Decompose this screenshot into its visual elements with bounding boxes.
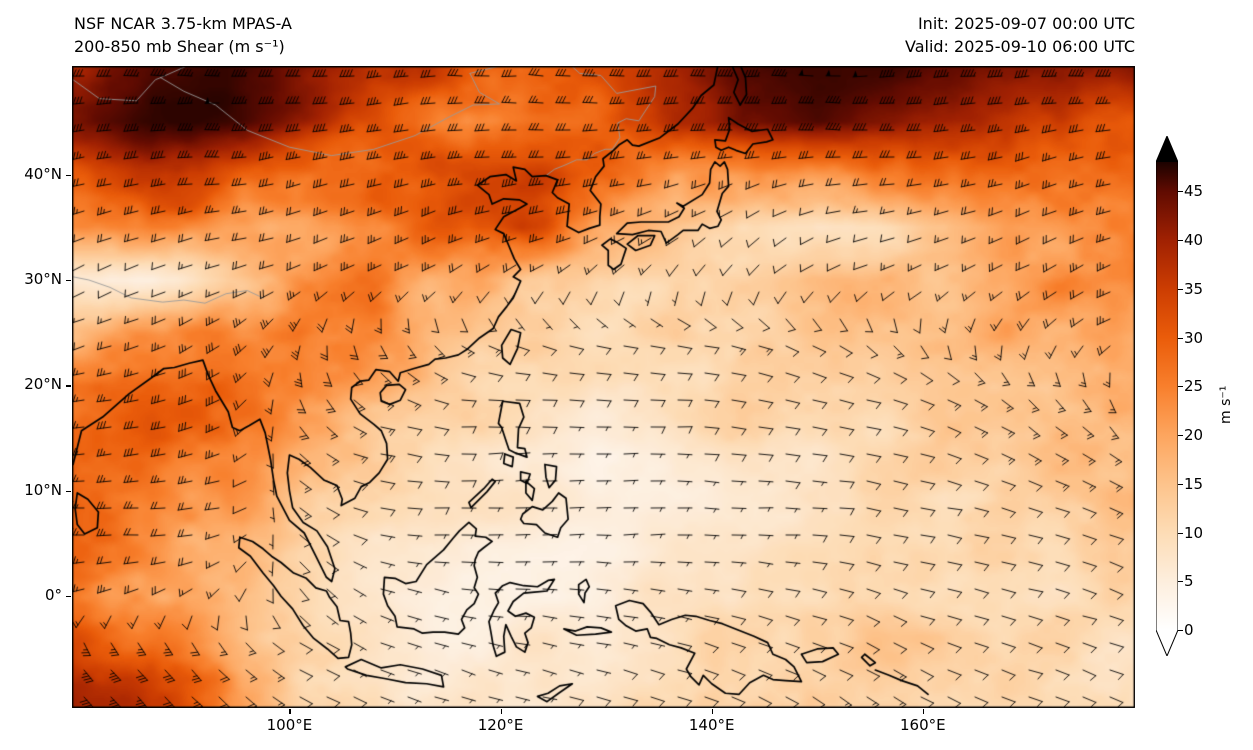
colorbar-tick-mark — [1178, 337, 1183, 339]
colorbar-tick-label: 30 — [1184, 328, 1204, 347]
colorbar-tick-mark — [1178, 483, 1183, 485]
x-tick-label: 100°E — [266, 716, 313, 734]
colorbar-tick-label: 45 — [1184, 182, 1204, 201]
colorbar-tick-label: 35 — [1184, 279, 1204, 298]
colorbar-tick-mark — [1178, 630, 1183, 632]
colorbar-label: m s⁻¹ — [1218, 385, 1234, 424]
y-tick-label: 30°N — [24, 270, 62, 288]
colorbar-tick-label: 15 — [1184, 474, 1204, 493]
colorbar-tick-mark — [1178, 191, 1183, 193]
colorbar-tick-label: 25 — [1184, 377, 1204, 396]
colorbar-tick-label: 20 — [1184, 426, 1204, 444]
x-tick-label: 140°E — [688, 716, 735, 734]
colorbar — [1156, 136, 1178, 656]
y-tick-label: 10°N — [24, 480, 62, 499]
colorbar-tick-mark — [1178, 386, 1183, 388]
y-tick-mark — [66, 174, 71, 176]
plot-title: NSF NCAR 3.75-km MPAS-A 200-850 mb Shear… — [74, 12, 292, 58]
colorbar-tick-label: 0 — [1184, 621, 1194, 639]
colorbar-tick-label: 5 — [1184, 572, 1194, 591]
y-tick-mark — [66, 385, 71, 387]
time-stamps: Init: 2025-09-07 00:00 UTC Valid: 2025-0… — [905, 12, 1135, 58]
model-title: NSF NCAR 3.75-km MPAS-A — [74, 14, 292, 33]
x-tick-label: 160°E — [900, 716, 946, 734]
valid-time: Valid: 2025-09-10 06:00 UTC — [904, 37, 1135, 56]
x-tick-mark — [711, 709, 713, 714]
y-tick-mark — [66, 280, 71, 282]
y-tick-label: 0° — [44, 586, 62, 605]
x-tick-mark — [289, 709, 291, 714]
x-tick-label: 120°E — [477, 716, 524, 734]
field-title: 200-850 mb Shear (m s⁻¹) — [74, 37, 285, 56]
y-tick-mark — [66, 596, 71, 598]
colorbar-tick-mark — [1178, 435, 1183, 437]
colorbar-bar — [1156, 136, 1178, 656]
y-tick-label: 20°N — [24, 375, 62, 394]
y-tick-mark — [66, 490, 71, 493]
init-time: Init: 2025-09-07 00:00 UTC — [917, 14, 1135, 33]
x-tick-mark — [500, 709, 502, 714]
colorbar-tick-mark — [1178, 288, 1183, 290]
y-tick-label: 40°N — [24, 164, 62, 183]
colorbar-tick-mark — [1178, 532, 1183, 534]
colorbar-tick-mark — [1178, 581, 1183, 583]
shear-map — [72, 66, 1135, 708]
x-tick-mark — [922, 709, 924, 714]
colorbar-tick-label: 10 — [1184, 523, 1204, 542]
colorbar-tick-mark — [1178, 240, 1183, 242]
colorbar-tick-label: 40 — [1184, 231, 1204, 249]
